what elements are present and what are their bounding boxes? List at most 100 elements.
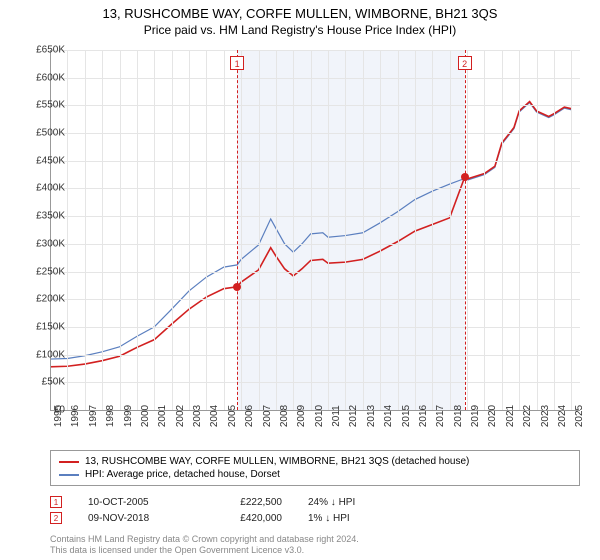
- gridline-v: [328, 50, 329, 410]
- event-vline: [465, 50, 466, 410]
- x-tick-label: 2013: [366, 405, 377, 427]
- gridline-v: [398, 50, 399, 410]
- y-tick-label: £450K: [25, 155, 65, 166]
- event-delta-1: 24% ↓ HPI: [308, 497, 355, 508]
- gridline-v: [137, 50, 138, 410]
- y-tick-label: £650K: [25, 45, 65, 56]
- x-tick-label: 2001: [157, 405, 168, 427]
- chart-subtitle: Price paid vs. HM Land Registry's House …: [0, 21, 600, 37]
- gridline-v: [519, 50, 520, 410]
- event-price-2: £420,000: [202, 513, 282, 524]
- event-date-1: 10-OCT-2005: [88, 497, 176, 508]
- gridline-v: [85, 50, 86, 410]
- gridline-h: [50, 188, 580, 189]
- attribution-line2: This data is licensed under the Open Gov…: [50, 545, 359, 556]
- x-tick-label: 1997: [88, 405, 99, 427]
- gridline-v: [502, 50, 503, 410]
- gridline-v: [380, 50, 381, 410]
- legend-label-hpi: HPI: Average price, detached house, Dors…: [85, 469, 280, 480]
- x-tick-label: 2019: [470, 405, 481, 427]
- gridline-h: [50, 327, 580, 328]
- line-series-svg: [50, 50, 580, 410]
- y-tick-label: £50K: [25, 377, 65, 388]
- gridline-v: [206, 50, 207, 410]
- gridline-h: [50, 133, 580, 134]
- x-tick-label: 2014: [383, 405, 394, 427]
- y-tick-label: £550K: [25, 100, 65, 111]
- event-marker-1: 1: [50, 496, 62, 508]
- legend-swatch-property: [59, 461, 79, 463]
- y-tick-label: £250K: [25, 266, 65, 277]
- gridline-v: [224, 50, 225, 410]
- gridline-v: [554, 50, 555, 410]
- x-tick-label: 2009: [296, 405, 307, 427]
- x-tick-label: 2023: [540, 405, 551, 427]
- event-flag: 2: [458, 56, 472, 70]
- gridline-v: [484, 50, 485, 410]
- y-tick-label: £400K: [25, 183, 65, 194]
- x-tick-label: 2021: [505, 405, 516, 427]
- gridline-h: [50, 78, 580, 79]
- attribution-line1: Contains HM Land Registry data © Crown c…: [50, 534, 359, 545]
- gridline-h: [50, 50, 580, 51]
- y-tick-label: £350K: [25, 211, 65, 222]
- x-tick-label: 2015: [401, 405, 412, 427]
- event-vline: [237, 50, 238, 410]
- x-tick-label: 2000: [140, 405, 151, 427]
- gridline-v: [276, 50, 277, 410]
- gridline-v: [432, 50, 433, 410]
- legend-swatch-hpi: [59, 474, 79, 476]
- x-tick-label: 2006: [244, 405, 255, 427]
- gridline-v: [172, 50, 173, 410]
- gridline-v: [67, 50, 68, 410]
- y-tick-label: £200K: [25, 294, 65, 305]
- x-tick-label: 2004: [209, 405, 220, 427]
- legend: 13, RUSHCOMBE WAY, CORFE MULLEN, WIMBORN…: [50, 450, 580, 486]
- gridline-h: [50, 244, 580, 245]
- y-tick-label: £600K: [25, 72, 65, 83]
- y-tick-label: £300K: [25, 238, 65, 249]
- gridline-v: [189, 50, 190, 410]
- event-delta-2: 1% ↓ HPI: [308, 513, 350, 524]
- x-tick-label: 2022: [522, 405, 533, 427]
- gridline-v: [102, 50, 103, 410]
- x-tick-label: 1996: [70, 405, 81, 427]
- gridline-h: [50, 161, 580, 162]
- x-tick-label: 2008: [279, 405, 290, 427]
- gridline-h: [50, 299, 580, 300]
- x-tick-label: 2024: [557, 405, 568, 427]
- attribution: Contains HM Land Registry data © Crown c…: [50, 534, 359, 556]
- gridline-h: [50, 272, 580, 273]
- event-table: 1 10-OCT-2005 £222,500 24% ↓ HPI 2 09-NO…: [50, 494, 355, 526]
- gridline-v: [571, 50, 572, 410]
- x-tick-label: 2016: [418, 405, 429, 427]
- y-tick-label: £500K: [25, 128, 65, 139]
- x-tick-label: 2018: [453, 405, 464, 427]
- gridline-v: [311, 50, 312, 410]
- gridline-v: [241, 50, 242, 410]
- event-row-1: 1 10-OCT-2005 £222,500 24% ↓ HPI: [50, 494, 355, 510]
- x-tick-label: 1995: [53, 405, 64, 427]
- x-tick-label: 2002: [175, 405, 186, 427]
- x-tick-label: 2005: [227, 405, 238, 427]
- chart-title: 13, RUSHCOMBE WAY, CORFE MULLEN, WIMBORN…: [0, 0, 600, 21]
- chart-container: 13, RUSHCOMBE WAY, CORFE MULLEN, WIMBORN…: [0, 0, 600, 560]
- legend-item-property: 13, RUSHCOMBE WAY, CORFE MULLEN, WIMBORN…: [59, 455, 571, 468]
- gridline-h: [50, 382, 580, 383]
- gridline-v: [120, 50, 121, 410]
- legend-item-hpi: HPI: Average price, detached house, Dors…: [59, 468, 571, 481]
- event-dot: [461, 173, 469, 181]
- x-tick-label: 2003: [192, 405, 203, 427]
- event-flag: 1: [230, 56, 244, 70]
- gridline-v: [345, 50, 346, 410]
- event-dot: [233, 283, 241, 291]
- x-tick-label: 2010: [314, 405, 325, 427]
- event-price-1: £222,500: [202, 497, 282, 508]
- x-tick-label: 1998: [105, 405, 116, 427]
- x-tick-label: 2007: [262, 405, 273, 427]
- x-tick-label: 2020: [487, 405, 498, 427]
- y-tick-label: £150K: [25, 321, 65, 332]
- gridline-h: [50, 105, 580, 106]
- x-tick-label: 2017: [435, 405, 446, 427]
- x-tick-label: 1999: [123, 405, 134, 427]
